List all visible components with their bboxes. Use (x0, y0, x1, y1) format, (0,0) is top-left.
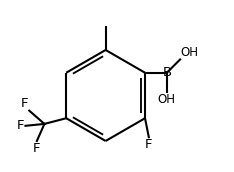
Text: F: F (33, 142, 40, 155)
Text: B: B (162, 66, 171, 79)
Text: OH: OH (158, 93, 176, 106)
Text: F: F (17, 119, 25, 132)
Text: OH: OH (180, 46, 198, 59)
Text: F: F (21, 97, 28, 110)
Text: F: F (145, 138, 153, 151)
